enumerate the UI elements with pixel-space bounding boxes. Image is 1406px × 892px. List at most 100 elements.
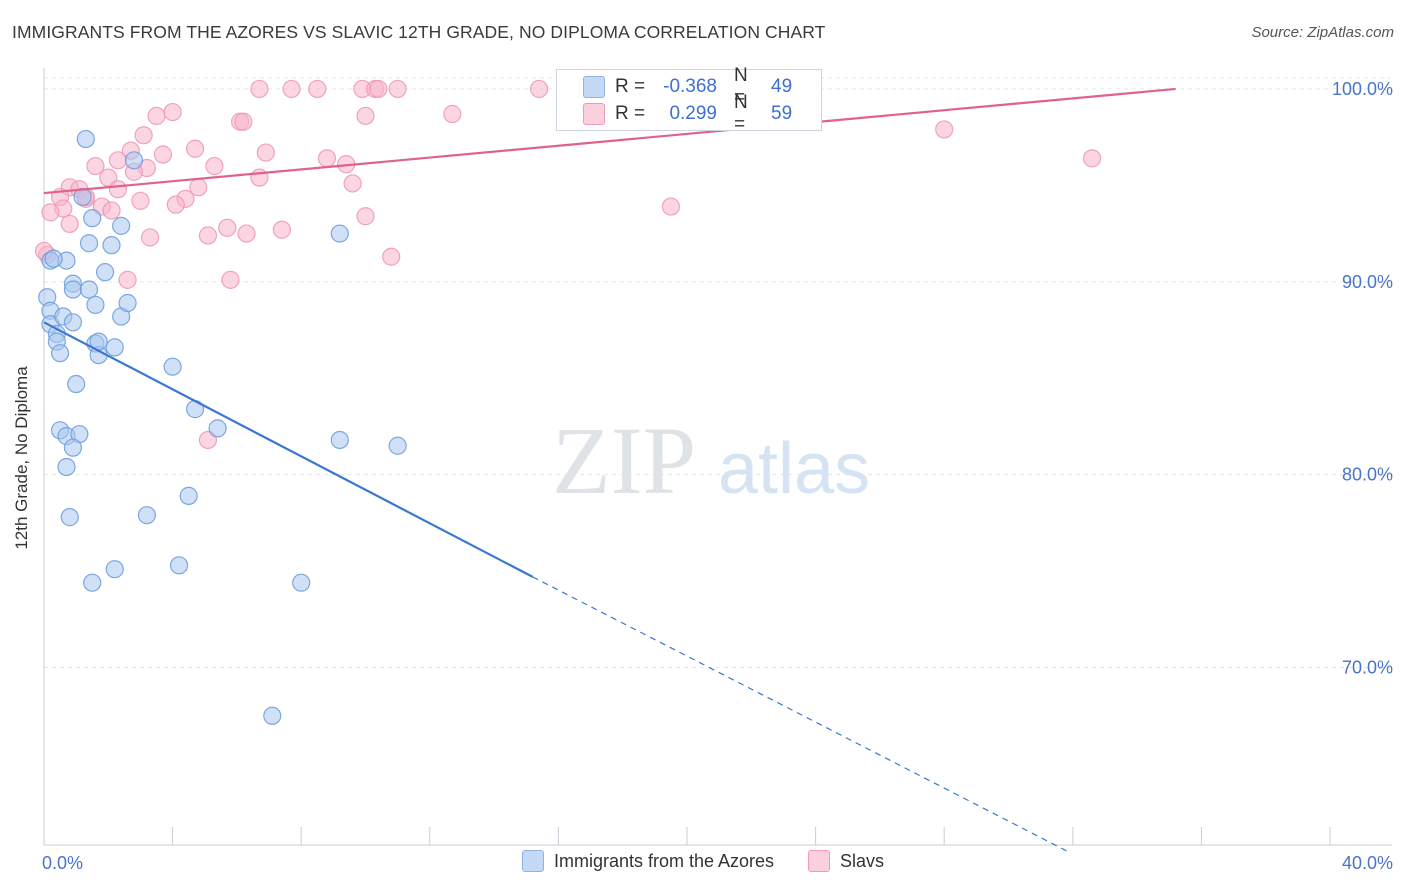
stats-n-label: N = xyxy=(734,92,748,135)
data-point xyxy=(63,280,83,299)
data-point xyxy=(57,457,76,477)
trend-line-slavs xyxy=(43,87,1176,195)
data-point xyxy=(137,506,156,525)
data-point xyxy=(250,79,269,99)
data-point xyxy=(79,234,99,253)
data-point xyxy=(343,174,362,193)
data-point xyxy=(83,209,102,228)
x-tick-label: 0.0% xyxy=(42,853,83,873)
data-point xyxy=(67,374,86,394)
data-point xyxy=(272,220,292,239)
data-point xyxy=(330,430,349,450)
watermark: ZIP atlas xyxy=(552,407,870,514)
data-point xyxy=(369,79,388,99)
data-point xyxy=(102,236,121,255)
data-point xyxy=(186,139,205,158)
data-point xyxy=(60,214,79,234)
data-point xyxy=(79,280,99,299)
data-point xyxy=(256,143,275,162)
data-point xyxy=(102,201,121,220)
data-point xyxy=(205,156,224,176)
legend-label-slavs: Slavs xyxy=(840,850,885,871)
data-point xyxy=(41,203,60,222)
legend-label-azores: Immigrants from the Azores xyxy=(553,850,775,871)
data-point xyxy=(63,438,83,457)
data-point xyxy=(179,486,198,505)
data-point xyxy=(382,247,401,266)
x-tick-label: 40.0% xyxy=(1342,853,1393,873)
data-point xyxy=(112,216,131,235)
data-point xyxy=(153,145,173,164)
data-point xyxy=(63,313,83,332)
trend-line-azores xyxy=(43,321,534,578)
stats-swatch-slavs xyxy=(583,103,605,125)
data-point xyxy=(317,149,337,168)
grid-lines xyxy=(44,77,1390,669)
legend-swatch-azores xyxy=(521,850,544,872)
data-point xyxy=(140,228,160,247)
data-point xyxy=(44,249,63,268)
data-point xyxy=(95,263,115,282)
trend-line-azores-extension xyxy=(532,576,1067,852)
y-tick-label: 80.0% xyxy=(1342,465,1393,485)
data-point xyxy=(234,112,253,131)
data-point xyxy=(282,79,301,99)
watermark-zip: ZIP xyxy=(552,407,696,514)
y-tick-label: 70.0% xyxy=(1342,658,1393,678)
data-point xyxy=(218,218,237,237)
data-point xyxy=(105,338,124,357)
data-point xyxy=(443,104,462,124)
data-point xyxy=(105,560,124,579)
stats-r-label: R = xyxy=(615,103,646,124)
stats-swatch-azores xyxy=(583,76,605,98)
data-point xyxy=(356,106,375,126)
data-point xyxy=(108,151,128,170)
data-point xyxy=(166,195,185,214)
y-tick-label: 100.0% xyxy=(1332,79,1393,99)
tick-labels: 70.0% 80.0% 90.0% 100.0% 0.0% 40.0% xyxy=(42,79,1393,873)
data-point xyxy=(208,419,227,438)
data-point xyxy=(50,344,70,363)
data-point xyxy=(60,508,79,527)
data-point xyxy=(86,156,105,176)
stats-r-value: -0.368 xyxy=(663,76,717,97)
data-point xyxy=(134,126,153,145)
data-point xyxy=(388,436,407,455)
data-point xyxy=(118,270,137,289)
data-point xyxy=(83,573,102,592)
data-point xyxy=(86,295,105,315)
axes xyxy=(43,68,1392,846)
watermark-atlas: atlas xyxy=(718,429,870,509)
stats-r-label: R = xyxy=(615,76,646,97)
data-point xyxy=(530,79,549,99)
data-point xyxy=(221,270,240,289)
data-point xyxy=(661,197,681,216)
legend-swatch-slavs xyxy=(808,850,831,872)
correlation-stats-box: R = -0.368 N = 49 R = 0.299 N = 59 xyxy=(556,65,822,135)
data-point xyxy=(356,207,375,226)
legend-item-azores[interactable]: Immigrants from the Azores xyxy=(521,850,775,872)
blue-points xyxy=(38,129,407,725)
stats-n-value: 59 xyxy=(771,103,793,124)
data-point xyxy=(169,556,189,575)
data-point xyxy=(147,106,166,126)
stats-r-value: 0.299 xyxy=(669,103,717,124)
stats-n-label: N = xyxy=(734,65,748,108)
chart-legend: Immigrants from the Azores Slavs xyxy=(0,850,1406,872)
data-point xyxy=(198,226,218,245)
y-tick-label: 90.0% xyxy=(1342,272,1393,292)
data-point xyxy=(163,357,182,376)
data-point xyxy=(237,224,256,243)
data-point xyxy=(1082,149,1102,168)
data-point xyxy=(330,224,349,243)
stats-n-value: 49 xyxy=(771,76,793,97)
data-point xyxy=(108,180,128,199)
data-point xyxy=(76,129,95,149)
y-axis-label: 12th Grade, No Diploma xyxy=(12,366,31,550)
data-point xyxy=(131,191,150,210)
source-label: Source: ZipAtlas.com xyxy=(1251,24,1394,41)
data-point xyxy=(118,293,137,313)
legend-item-slavs[interactable]: Slavs xyxy=(808,850,884,872)
data-point xyxy=(388,79,407,99)
